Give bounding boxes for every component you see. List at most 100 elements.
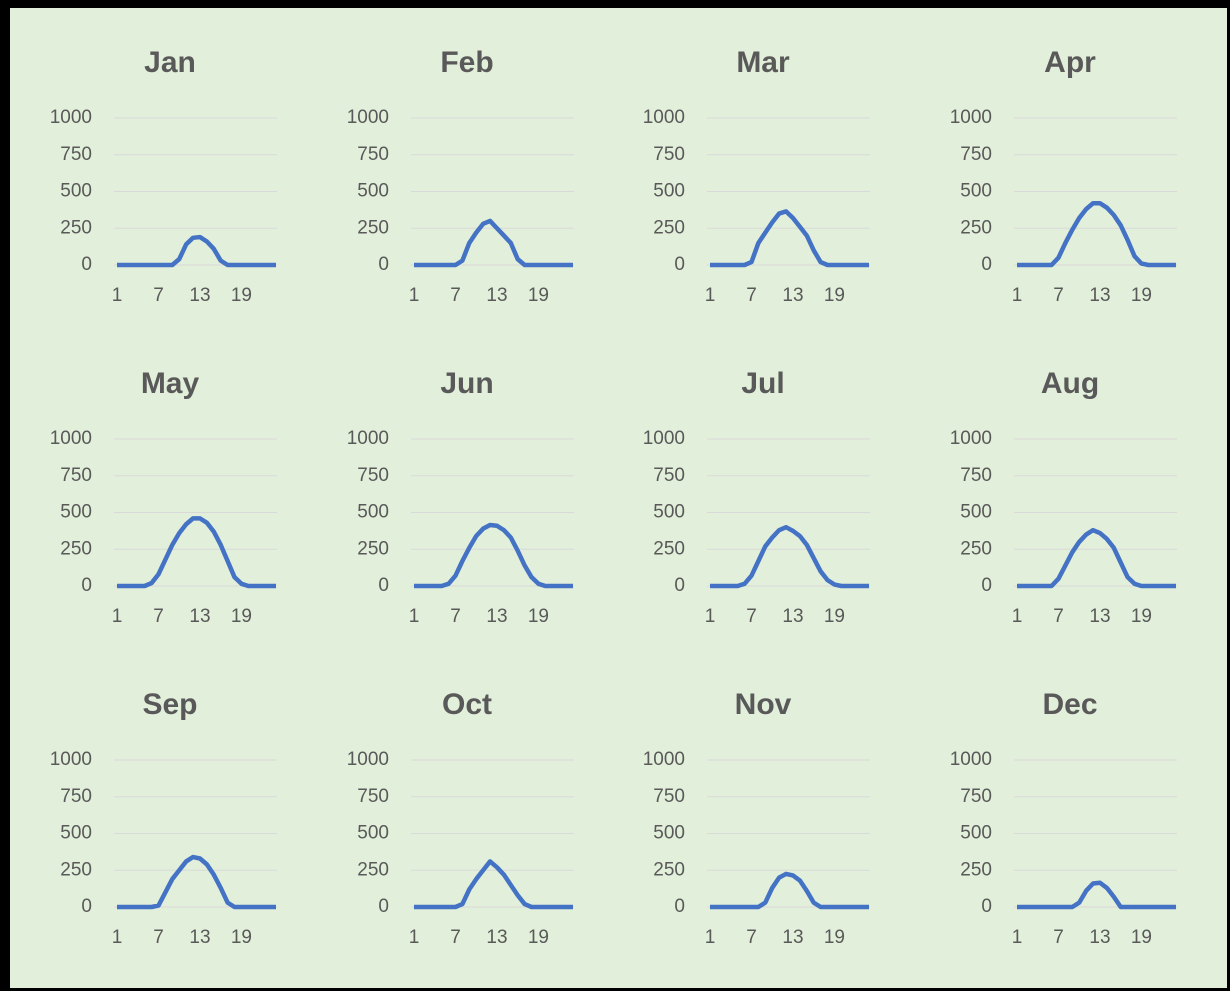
y-tick-label: 0 (81, 254, 92, 275)
x-tick-label: 13 (189, 606, 210, 627)
x-tick-label: 13 (1089, 927, 1110, 948)
y-tick-label: 1000 (643, 749, 685, 770)
x-tick-label: 1 (705, 285, 716, 306)
chart-title: Aug (1041, 367, 1099, 400)
y-tick-label: 500 (60, 823, 92, 844)
chart-title: Apr (1044, 46, 1096, 79)
chart-title: Sep (142, 688, 197, 721)
y-tick-label: 500 (653, 181, 685, 202)
y-tick-label: 750 (60, 144, 92, 165)
background (10, 8, 1227, 988)
y-tick-label: 0 (981, 254, 992, 275)
y-tick-label: 500 (960, 502, 992, 523)
y-tick-label: 250 (653, 217, 685, 238)
x-tick-label: 19 (824, 927, 845, 948)
y-tick-label: 750 (357, 465, 389, 486)
y-tick-label: 250 (960, 538, 992, 559)
y-tick-label: 1000 (347, 428, 389, 449)
chart-title: Oct (442, 688, 492, 721)
x-tick-label: 13 (1089, 606, 1110, 627)
x-tick-label: 1 (409, 606, 420, 627)
x-tick-label: 7 (1053, 927, 1064, 948)
y-tick-label: 250 (60, 538, 92, 559)
y-tick-label: 500 (653, 502, 685, 523)
x-tick-label: 1 (1012, 606, 1023, 627)
y-tick-label: 1000 (643, 107, 685, 128)
x-tick-label: 7 (1053, 285, 1064, 306)
x-tick-label: 13 (486, 606, 507, 627)
y-tick-label: 1000 (643, 428, 685, 449)
y-tick-label: 0 (674, 254, 685, 275)
line (710, 524, 869, 589)
line (414, 522, 573, 589)
y-tick-label: 1000 (950, 428, 992, 449)
x-tick-label: 13 (486, 927, 507, 948)
y-tick-label: 500 (357, 823, 389, 844)
chart-title: Jun (440, 367, 493, 400)
x-tick-label: 7 (1053, 606, 1064, 627)
line (117, 516, 276, 589)
chart-title: Nov (735, 688, 792, 721)
x-tick-label: 13 (1089, 285, 1110, 306)
y-tick-label: 250 (60, 217, 92, 238)
y-tick-label: 500 (960, 823, 992, 844)
y-tick-label: 500 (357, 502, 389, 523)
y-tick-label: 0 (81, 896, 92, 917)
y-tick-label: 250 (357, 859, 389, 880)
chart-title: Feb (440, 46, 493, 79)
y-tick-label: 1000 (50, 749, 92, 770)
x-tick-label: 1 (112, 927, 123, 948)
line (414, 859, 573, 910)
y-tick-label: 250 (653, 538, 685, 559)
x-tick-label: 1 (705, 606, 716, 627)
y-tick-label: 750 (960, 144, 992, 165)
y-tick-label: 1000 (347, 107, 389, 128)
x-tick-label: 1 (1012, 927, 1023, 948)
y-tick-label: 0 (378, 254, 389, 275)
line (1017, 527, 1176, 589)
y-tick-label: 750 (60, 786, 92, 807)
y-tick-label: 0 (674, 896, 685, 917)
y-tick-label: 750 (653, 786, 685, 807)
x-tick-label: 7 (153, 606, 164, 627)
line (117, 234, 276, 268)
y-tick-label: 1000 (950, 107, 992, 128)
x-tick-label: 1 (409, 927, 420, 948)
x-tick-label: 7 (746, 927, 757, 948)
y-tick-label: 500 (357, 181, 389, 202)
y-tick-label: 250 (60, 859, 92, 880)
x-tick-label: 13 (782, 606, 803, 627)
y-tick-label: 250 (960, 217, 992, 238)
x-tick-label: 1 (1012, 285, 1023, 306)
line (117, 854, 276, 910)
x-tick-label: 19 (528, 606, 549, 627)
x-tick-label: 19 (528, 927, 549, 948)
x-tick-label: 7 (450, 606, 461, 627)
y-tick-label: 0 (81, 575, 92, 596)
x-tick-label: 13 (189, 285, 210, 306)
y-tick-label: 250 (357, 217, 389, 238)
y-tick-label: 500 (960, 181, 992, 202)
y-tick-label: 1000 (950, 749, 992, 770)
chart-title: Jul (741, 367, 784, 400)
y-tick-label: 0 (378, 575, 389, 596)
y-tick-label: 1000 (50, 107, 92, 128)
line (414, 218, 573, 268)
chart-title: May (141, 367, 200, 400)
x-tick-label: 19 (1131, 927, 1152, 948)
y-tick-label: 750 (653, 465, 685, 486)
y-tick-label: 500 (60, 181, 92, 202)
line (1017, 880, 1176, 910)
x-tick-label: 1 (112, 285, 123, 306)
x-tick-label: 13 (486, 285, 507, 306)
x-tick-label: 13 (782, 285, 803, 306)
y-tick-label: 0 (981, 896, 992, 917)
y-tick-label: 0 (674, 575, 685, 596)
chart-title: Dec (1042, 688, 1097, 721)
y-tick-label: 250 (357, 538, 389, 559)
y-tick-label: 0 (981, 575, 992, 596)
x-tick-label: 13 (782, 927, 803, 948)
x-tick-label: 1 (409, 285, 420, 306)
y-tick-label: 0 (378, 896, 389, 917)
